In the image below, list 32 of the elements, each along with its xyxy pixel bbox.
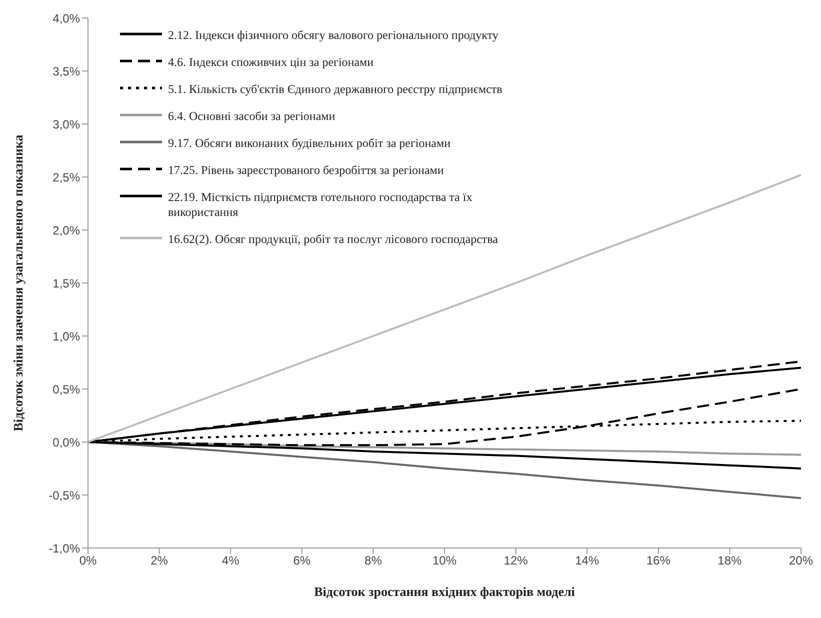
y-tick-label: 1,0% <box>52 329 80 344</box>
x-tick-label: 0% <box>79 554 97 568</box>
legend-label: 4.6. Індекси споживчих цін за регіонами <box>168 55 374 70</box>
x-tick-label: 10% <box>432 554 457 568</box>
y-tick-label: 0,5% <box>52 382 80 396</box>
x-axis-title: Відсоток зростання вхідних факторів моделі <box>314 584 576 599</box>
x-tick-label: 8% <box>364 554 382 568</box>
x-tick-label: 4% <box>222 554 240 568</box>
y-tick-label: 2,0% <box>52 223 80 238</box>
y-tick-label: 1,5% <box>52 276 80 290</box>
legend-label: 5.1. Кількість суб'єктів Єдиного державного реєстру підприємств <box>168 82 502 97</box>
y-axis-title: Відсоток зміни значення узагальненого показника <box>10 134 26 432</box>
x-tick-label: 20% <box>788 554 814 568</box>
x-tick-label: 16% <box>646 554 671 568</box>
legend-label: 9.17. Обсяги виконаних будівельних робіт за регіонами <box>168 136 451 151</box>
y-tick-label: -1,0% <box>48 541 80 556</box>
legend-label: 16.62(2). Обсяг продукції, робіт та послуг лісового господарства <box>168 232 498 247</box>
x-tick-label: 2% <box>150 554 168 568</box>
x-tick-label: 14% <box>575 554 600 568</box>
legend-label: 17.25. Рівень зареєстрованого безробіття за регіонами <box>168 163 444 178</box>
legend-label: 6.4. Основні засоби за регіонами <box>168 109 336 124</box>
x-tick-label: 12% <box>504 554 528 568</box>
legend-label: 22.19. Місткість підприємств готельного господарства та їх використання <box>168 190 474 220</box>
x-tick-label: 18% <box>718 554 742 568</box>
y-tick-label: 2,5% <box>52 170 80 184</box>
y-tick-label: 4,0% <box>52 11 80 26</box>
x-tick-label: 6% <box>293 554 311 568</box>
y-tick-label: -0,5% <box>48 488 80 502</box>
y-tick-label: 3,5% <box>52 64 80 78</box>
y-tick-label: 0,0% <box>52 435 80 450</box>
legend-label: 2.12. Індекси фізичного обсягу валового регіонального продукту <box>168 28 498 43</box>
y-tick-label: 3,0% <box>52 117 80 132</box>
